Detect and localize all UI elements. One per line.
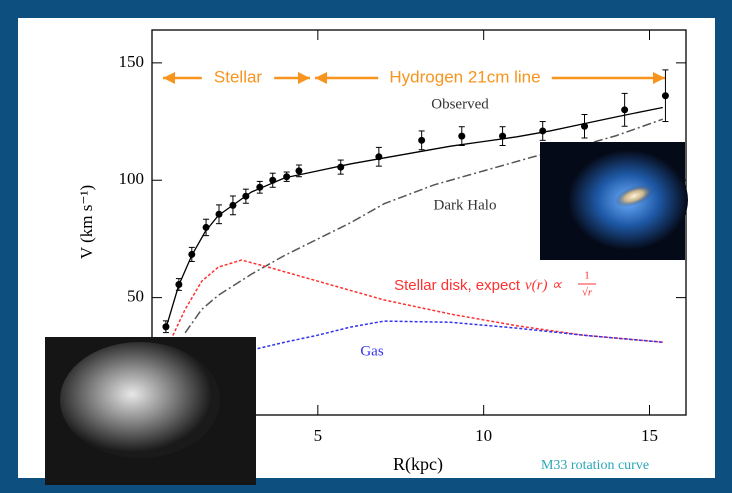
data-point: [458, 133, 465, 140]
data-point: [418, 137, 425, 144]
data-point: [539, 127, 546, 134]
data-point: [662, 92, 669, 99]
chart-title: M33 rotation curve: [541, 458, 649, 473]
y-tick-label: 150: [119, 52, 145, 71]
series-label: Dark Halo: [434, 197, 497, 213]
slide: 5 10 15 50 100 150 R(kpc) V (km s⁻¹) M33 rotatio…: [0, 0, 732, 493]
series-label-formula: v(r) ∝: [525, 277, 562, 293]
series-label: Gas: [360, 343, 383, 359]
x-tick-label: 5: [314, 426, 323, 445]
arrow-label: Hydrogen 21cm line: [389, 67, 540, 86]
y-tick-label: 50: [127, 287, 144, 306]
y-tick-label: 100: [119, 169, 145, 188]
x-tick-label: 10: [475, 426, 492, 445]
data-point: [621, 106, 628, 113]
series-label-numerator: 1: [584, 270, 590, 282]
series-label-denominator: √r: [582, 287, 593, 299]
m33-image: [45, 337, 256, 485]
y-axis-label: V (km s⁻¹): [77, 185, 96, 259]
data-point: [295, 167, 302, 174]
x-axis-label: R(kpc): [393, 454, 443, 475]
series-label: Stellar disk, expect: [394, 277, 521, 294]
arrow-label: Stellar: [214, 67, 263, 86]
x-tick-label: 15: [641, 426, 658, 445]
series-label: Observed: [431, 96, 489, 112]
dark-halo-image: [540, 142, 688, 260]
